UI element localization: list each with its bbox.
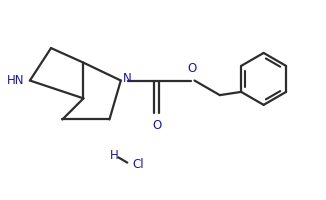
Text: N: N — [123, 72, 131, 85]
Text: HN: HN — [7, 74, 24, 87]
Text: H: H — [110, 149, 119, 162]
Text: O: O — [152, 119, 161, 132]
Text: O: O — [187, 62, 197, 75]
Text: Cl: Cl — [132, 158, 144, 171]
